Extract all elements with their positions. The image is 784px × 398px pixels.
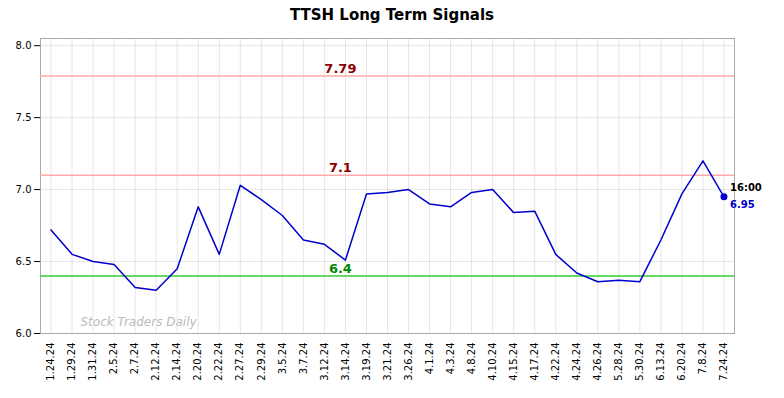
svg-text:4.24.24: 4.24.24 bbox=[571, 343, 582, 381]
svg-text:1.31.24: 1.31.24 bbox=[87, 343, 98, 381]
html-text:TTSH Long Term Signals: TTSH Long Term Signals bbox=[289, 6, 494, 24]
svg-text:7.1: 7.1 bbox=[329, 160, 352, 175]
svg-text:4.15.24: 4.15.24 bbox=[508, 343, 519, 381]
svg-text:2.27.24: 2.27.24 bbox=[234, 343, 245, 381]
svg-text:4.17.24: 4.17.24 bbox=[529, 343, 540, 381]
svg-text:2.20.24: 2.20.24 bbox=[192, 343, 203, 381]
svg-text:6.0: 6.0 bbox=[16, 328, 32, 339]
svg-text:3.12.24: 3.12.24 bbox=[319, 343, 330, 381]
svg-text:2.7.24: 2.7.24 bbox=[129, 343, 140, 375]
svg-text:6.4: 6.4 bbox=[329, 261, 352, 276]
svg-text:4.26.24: 4.26.24 bbox=[592, 343, 603, 381]
svg-text:5.30.24: 5.30.24 bbox=[634, 343, 645, 381]
svg-text:3.5.24: 3.5.24 bbox=[277, 343, 288, 375]
svg-text:7.8.24: 7.8.24 bbox=[697, 343, 708, 375]
svg-text:4.10.24: 4.10.24 bbox=[487, 343, 498, 381]
svg-text:Stock Traders Daily: Stock Traders Daily bbox=[81, 315, 198, 329]
svg-text:1.29.24: 1.29.24 bbox=[66, 343, 77, 381]
svg-text:3.26.24: 3.26.24 bbox=[403, 343, 414, 381]
svg-text:7.79: 7.79 bbox=[324, 61, 356, 76]
svg-text:2.29.24: 2.29.24 bbox=[256, 343, 267, 381]
svg-text:3.19.24: 3.19.24 bbox=[361, 343, 372, 381]
svg-text:6.95: 6.95 bbox=[730, 199, 755, 210]
svg-text:2.14.24: 2.14.24 bbox=[171, 343, 182, 381]
svg-text:4.8.24: 4.8.24 bbox=[466, 343, 477, 375]
svg-text:6.5: 6.5 bbox=[16, 256, 32, 267]
svg-text:6.13.24: 6.13.24 bbox=[655, 343, 666, 381]
svg-text:6.20.24: 6.20.24 bbox=[676, 343, 687, 381]
svg-text:4.3.24: 4.3.24 bbox=[445, 343, 456, 375]
svg-text:3.21.24: 3.21.24 bbox=[382, 343, 393, 381]
svg-text:8.0: 8.0 bbox=[16, 40, 32, 51]
svg-text:4.1.24: 4.1.24 bbox=[424, 343, 435, 375]
svg-text:2.22.24: 2.22.24 bbox=[213, 343, 224, 381]
svg-text:4.22.24: 4.22.24 bbox=[550, 343, 561, 381]
svg-text:7.0: 7.0 bbox=[16, 184, 32, 195]
svg-text:7.5: 7.5 bbox=[16, 112, 32, 123]
svg-text:5.28.24: 5.28.24 bbox=[613, 343, 624, 381]
svg-text:1.24.24: 1.24.24 bbox=[45, 343, 56, 381]
svg-text:3.7.24: 3.7.24 bbox=[298, 343, 309, 375]
svg-text:3.14.24: 3.14.24 bbox=[340, 343, 351, 381]
svg-text:16:00: 16:00 bbox=[730, 182, 762, 193]
svg-text:2.12.24: 2.12.24 bbox=[150, 343, 161, 381]
svg-text:7.24.24: 7.24.24 bbox=[718, 343, 729, 381]
svg-text:2.5.24: 2.5.24 bbox=[108, 343, 119, 375]
